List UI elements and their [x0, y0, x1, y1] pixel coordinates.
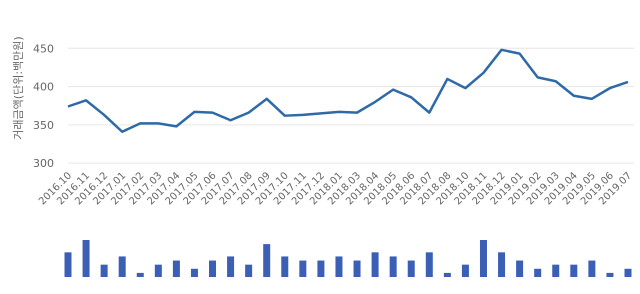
bar [299, 260, 307, 277]
bar [516, 260, 524, 277]
bar [82, 240, 90, 277]
bar [552, 264, 560, 277]
bar [281, 256, 289, 277]
bar [588, 260, 596, 277]
bar [263, 244, 271, 277]
bar [371, 252, 379, 277]
y-tick-label: 300 [33, 157, 54, 170]
bar [534, 268, 542, 277]
bar [64, 252, 72, 277]
y-axis-label: 거래금액(단위:백만원) [12, 36, 25, 139]
bar [461, 264, 469, 277]
bar [136, 272, 144, 277]
bar [154, 264, 162, 277]
bar [118, 256, 126, 277]
bar [443, 272, 451, 277]
y-tick-label: 350 [33, 119, 54, 132]
bar [100, 264, 108, 277]
bar [209, 260, 217, 277]
bar [570, 264, 578, 277]
y-tick-label: 400 [33, 81, 54, 94]
bar [479, 240, 487, 277]
bar [425, 252, 433, 277]
bar [190, 268, 198, 277]
bar [245, 264, 253, 277]
bar [353, 260, 361, 277]
bar [227, 256, 235, 277]
bar [335, 256, 343, 277]
y-tick-label: 450 [33, 42, 54, 55]
bar [606, 272, 614, 277]
bar [317, 260, 325, 277]
bar [389, 256, 397, 277]
bar [407, 260, 415, 277]
bar [624, 268, 632, 277]
bar [172, 260, 180, 277]
bar [498, 252, 506, 277]
line [67, 48, 629, 134]
